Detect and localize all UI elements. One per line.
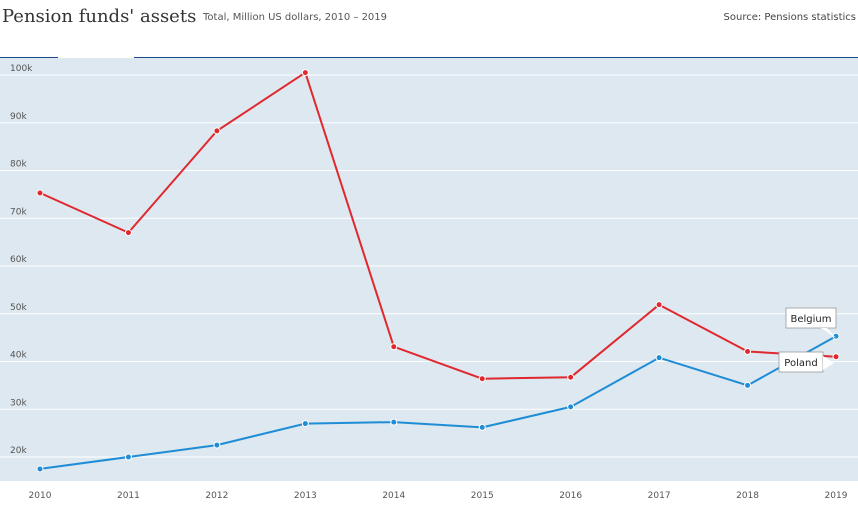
data-point-belgium [567,403,575,411]
data-point-poland [213,127,221,135]
y-tick-label: 50k [10,303,27,313]
x-tick-label: 2016 [559,491,582,501]
callout-label-belgium: Belgium [791,314,832,325]
x-tick-label: 2015 [471,491,494,501]
x-tick-label: 2011 [117,491,140,501]
x-tick-label: 2014 [382,491,405,501]
y-tick-label: 20k [10,446,27,456]
data-point-poland [744,347,752,355]
data-point-poland [301,69,309,77]
x-tick-label: 2018 [736,491,759,501]
y-tick-label: 40k [10,351,27,361]
data-point-belgium [390,418,398,426]
x-tick-label: 2013 [294,491,317,501]
data-point-belgium [301,420,309,428]
data-point-belgium [832,332,840,340]
y-tick-label: 30k [10,398,27,408]
x-tick-label: 2010 [29,491,52,501]
plot-background [0,58,858,481]
data-point-poland [124,229,132,237]
x-tick-label: 2017 [648,491,671,501]
y-tick-label: 100k [10,64,33,74]
callout-pointer-poland [823,356,834,370]
data-point-poland [478,375,486,383]
series-line-belgium [39,335,837,470]
data-point-belgium [478,423,486,431]
header-divider [0,57,858,58]
line-chart: 20k 30k 40k 50k 60k 70k 80k 90k 100k 2010 2011 2012… [0,58,858,501]
callout-pointer-belgium [821,328,836,338]
y-tick-label: 70k [10,207,27,217]
data-point-poland [390,343,398,351]
chart-header: Pension funds' assets Total, Million US … [0,0,858,58]
callout-label-poland: Poland [784,358,817,369]
chart-source: Source: Pensions statistics [723,12,856,23]
y-tick-label: 80k [10,160,27,170]
data-point-poland [36,189,44,197]
x-tick-label: 2019 [825,491,848,501]
data-point-belgium [744,381,752,389]
data-point-poland [655,301,663,309]
data-point-belgium [124,453,132,461]
data-point-belgium [655,354,663,362]
data-point-belgium [213,441,221,449]
data-point-poland [832,353,840,361]
data-point-poland [567,373,575,381]
series-line-poland [39,71,837,380]
chart-subtitle: Total, Million US dollars, 2010 – 2019 [203,12,388,23]
y-tick-label: 60k [10,255,27,265]
y-tick-label: 90k [10,112,27,122]
x-tick-label: 2012 [205,491,228,501]
callout-box-belgium [785,307,837,329]
chart-title: Pension funds' assets [2,6,197,27]
data-point-belgium [36,465,44,473]
